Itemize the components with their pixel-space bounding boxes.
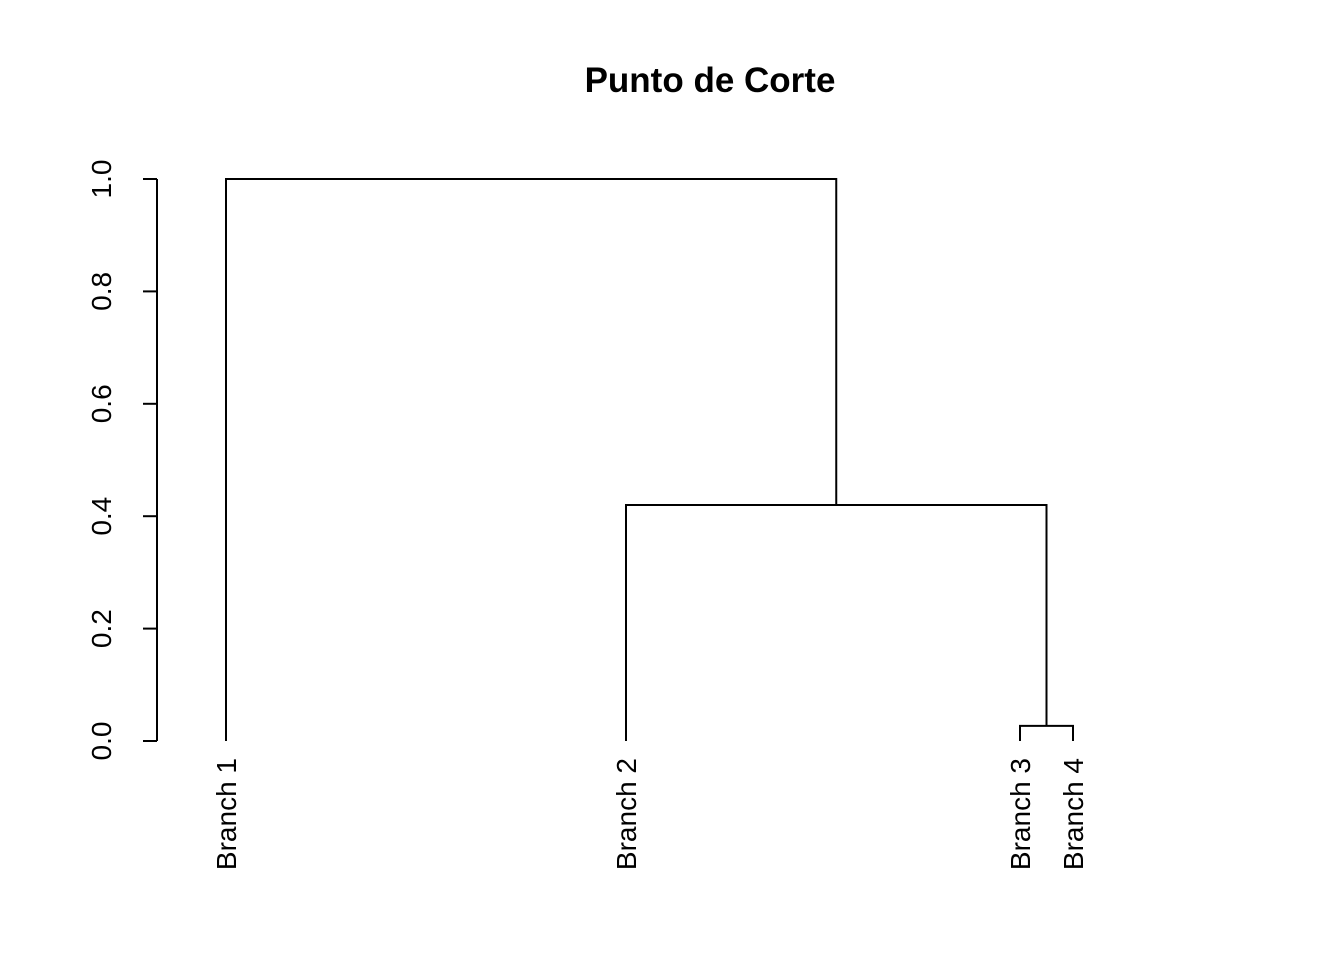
y-tick-label: 0.8: [86, 272, 117, 311]
dendrogram-branches: [225, 178, 1074, 741]
y-tick-label: 0.6: [86, 384, 117, 423]
chart-title: Punto de Corte: [585, 61, 836, 100]
y-tick-label: 0.0: [86, 722, 117, 761]
leaf-label: Branch 2: [611, 758, 642, 870]
y-tick-label: 0.2: [86, 609, 117, 648]
leaf-label: Branch 1: [211, 758, 242, 870]
dendrogram-merge-link: [625, 503, 1048, 741]
y-tick-label: 1.0: [86, 160, 117, 199]
y-tick-label: 0.4: [86, 497, 117, 536]
y-axis: 0.0 0.2 0.4 0.6 0.8 1.0: [86, 160, 158, 761]
dendrogram-merge-link: [225, 178, 838, 741]
leaf-label: Branch 3: [1005, 758, 1036, 870]
dendrogram-merge-link: [1019, 724, 1074, 741]
leaf-labels: Branch 1 Branch 2 Branch 3 Branch 4: [211, 758, 1089, 870]
leaf-label: Branch 4: [1058, 758, 1089, 870]
